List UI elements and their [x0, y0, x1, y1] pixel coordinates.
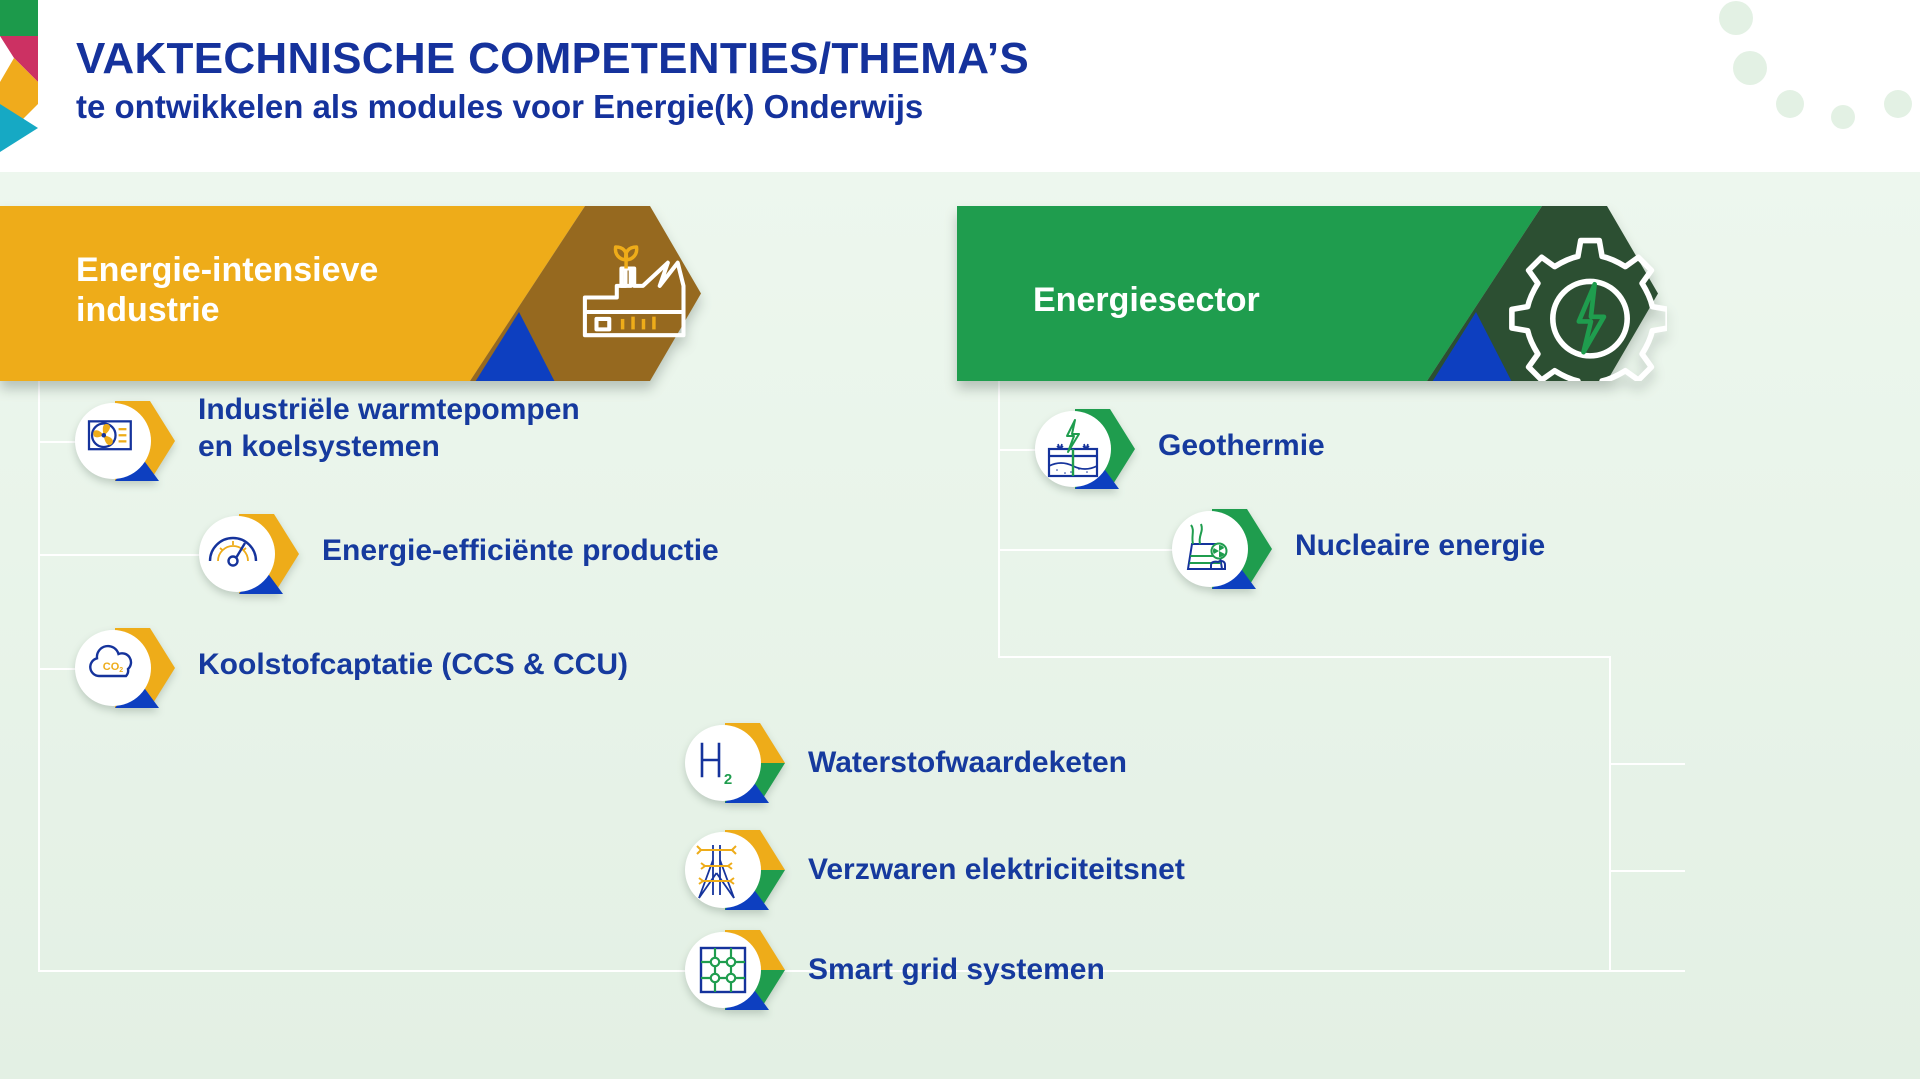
svg-text:2: 2 — [724, 771, 732, 788]
